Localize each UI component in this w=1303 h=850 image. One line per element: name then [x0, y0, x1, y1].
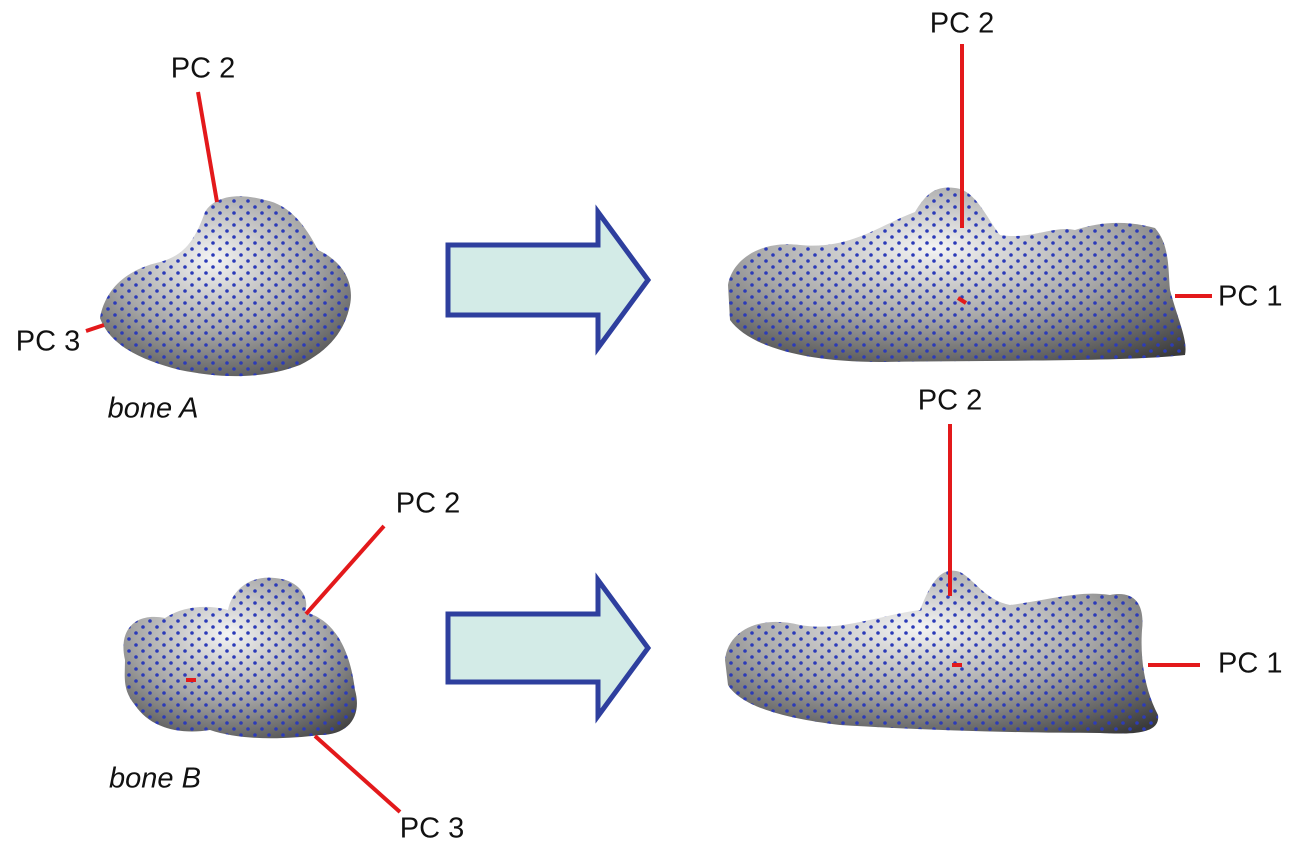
axis-label: PC 1 — [1218, 281, 1282, 313]
axis-label: PC 2 — [930, 8, 994, 40]
bone-a-shape — [100, 196, 351, 376]
axis-label: PC 3 — [16, 326, 80, 358]
axis-line — [315, 736, 400, 812]
bone-b-aligned-shape — [725, 571, 1158, 734]
arrow — [448, 580, 648, 716]
axis-line — [198, 92, 217, 202]
figure: PC 2 PC 3 bone A PC 2 PC 1 PC 2 PC 3 bon… — [0, 0, 1303, 850]
axis-label: PC 2 — [918, 385, 982, 417]
bone-a-aligned-shape — [728, 187, 1186, 362]
axis-line — [306, 526, 384, 614]
axis-label: PC 2 — [171, 53, 235, 85]
bone-label: bone A — [108, 393, 199, 425]
axis-label: PC 3 — [400, 813, 464, 845]
bone-label: bone B — [109, 763, 201, 795]
axis-label: PC 1 — [1218, 648, 1282, 680]
bone-b-shape — [123, 578, 357, 739]
axis-line — [86, 325, 104, 331]
arrow — [448, 212, 648, 348]
axis-label: PC 2 — [396, 488, 460, 520]
